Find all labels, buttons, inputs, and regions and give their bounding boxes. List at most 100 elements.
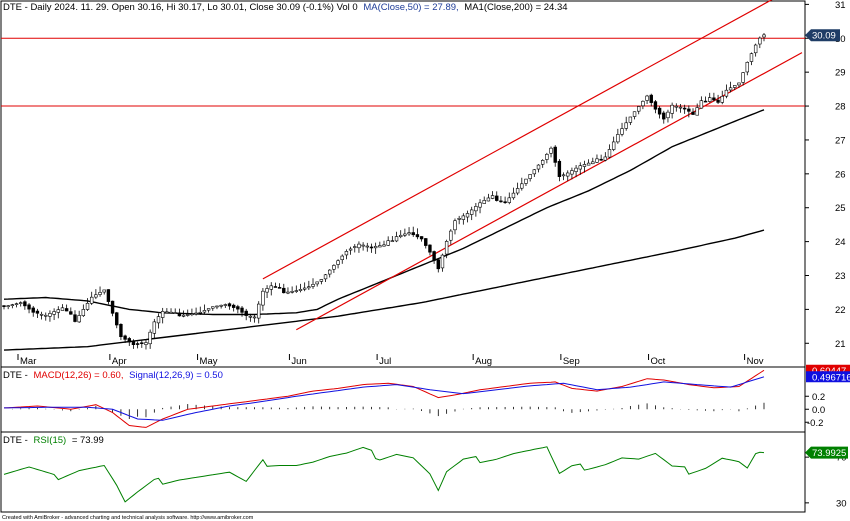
candle-body <box>244 310 248 316</box>
x-tick-label: Oct <box>651 356 666 367</box>
candle-body <box>19 302 23 304</box>
candle-body <box>511 192 516 199</box>
candle-body <box>89 296 94 304</box>
candle-body <box>566 172 570 177</box>
candle-body <box>77 315 81 323</box>
candle-body <box>599 158 603 161</box>
candle-body <box>390 240 395 242</box>
candle-body <box>273 286 278 288</box>
candle-body <box>595 158 599 163</box>
candle-body <box>6 305 10 307</box>
x-tick-label: Jun <box>291 356 306 367</box>
macd-tick-label: 0.2 <box>812 392 825 403</box>
candle-body <box>419 236 424 240</box>
candle-body <box>236 306 240 310</box>
candle-body <box>48 313 52 317</box>
rsi-tick-label: 30 <box>836 498 847 509</box>
candle-body <box>311 283 315 287</box>
candle-body <box>181 314 186 317</box>
candle-body <box>536 164 541 170</box>
candle-body <box>373 245 378 249</box>
signal-tag-shape <box>806 371 850 383</box>
candle-body <box>645 95 649 101</box>
rsi-panel-frame <box>0 431 806 513</box>
candle-body <box>294 290 299 292</box>
candle-body <box>156 316 161 324</box>
candle-body <box>348 248 353 251</box>
candle-body <box>27 304 31 310</box>
candle-body <box>586 162 591 166</box>
signal-tag-text: 0.496716 <box>812 372 850 383</box>
price-tick-label: 23 <box>835 271 846 282</box>
x-tick-label: Sep <box>563 356 580 367</box>
candle-body <box>52 311 56 315</box>
price-header-ma2: MA1(Close,200) = 24.34 <box>464 2 567 13</box>
candle-body <box>369 246 374 249</box>
candle-body <box>570 170 574 175</box>
candle-body <box>486 197 491 202</box>
candle-body <box>603 156 608 161</box>
candle-body <box>649 94 653 103</box>
candle-body <box>102 289 106 293</box>
macd-line <box>3 369 765 428</box>
rsi-header-value: = 73.99 <box>72 435 104 446</box>
candle-body <box>64 308 69 312</box>
macd-header-macd: MACD(12,26) = 0.60, <box>33 370 123 381</box>
footer-credit: Created with AmiBroker - advanced charti… <box>2 515 254 521</box>
candle-body <box>453 220 457 231</box>
candle-body <box>440 254 445 269</box>
macd-tick-label: 0.0 <box>812 405 825 416</box>
candle-body <box>657 107 662 115</box>
candle-body <box>507 197 511 203</box>
candle-body <box>532 169 537 175</box>
candle-body <box>616 134 620 143</box>
candle-body <box>119 323 123 338</box>
rsi-header: DTE - RSI(15) = 73.99 <box>3 435 104 446</box>
candle-body <box>315 281 319 285</box>
candle-body <box>353 246 357 248</box>
candle-body <box>712 97 716 101</box>
candle-body <box>135 343 140 345</box>
rsi-tag-shape <box>805 446 848 459</box>
candle-body <box>73 314 77 322</box>
candle-body <box>436 259 440 270</box>
candle-body <box>177 312 182 317</box>
price-header-prefix: DTE - Daily 2024. 11. 29. Open 30.16, Hi… <box>3 2 358 13</box>
candle-body <box>666 111 670 119</box>
price-panel-frame <box>0 0 806 368</box>
candle-body <box>628 116 633 123</box>
candle-body <box>328 269 332 275</box>
candle-body <box>607 149 612 158</box>
candle-body <box>282 287 286 294</box>
candle-body <box>591 161 595 165</box>
candle-body <box>444 241 449 255</box>
rsi-header-prefix: DTE - <box>3 435 28 446</box>
candle-body <box>762 34 766 38</box>
candle-body <box>131 340 136 346</box>
candle-body <box>499 200 503 203</box>
candle-body <box>2 305 6 307</box>
candle-body <box>691 111 695 115</box>
rsi-line <box>3 446 765 503</box>
macd-lines <box>3 369 765 428</box>
candle-body <box>432 251 436 261</box>
candle-body <box>403 233 407 236</box>
candle-body <box>424 238 428 246</box>
candle-body <box>336 260 340 265</box>
candle-body <box>269 285 273 290</box>
macd-histogram <box>11 402 765 419</box>
x-tick-label: Jul <box>379 356 391 367</box>
candle-body <box>190 313 194 316</box>
candle-body <box>115 312 119 326</box>
x-axis: Mar Apr May Jun Jul Aug Sep Oct Nov <box>17 354 764 367</box>
candle-body <box>753 44 758 54</box>
candle-body <box>407 232 411 235</box>
candle-body <box>94 294 98 298</box>
candle-body <box>457 217 461 220</box>
candle-body <box>662 112 666 120</box>
candle-body <box>211 306 215 309</box>
candle-body <box>248 315 253 318</box>
candle-body <box>219 304 223 307</box>
x-tick-label: Apr <box>112 356 127 367</box>
candle-body <box>528 174 532 179</box>
